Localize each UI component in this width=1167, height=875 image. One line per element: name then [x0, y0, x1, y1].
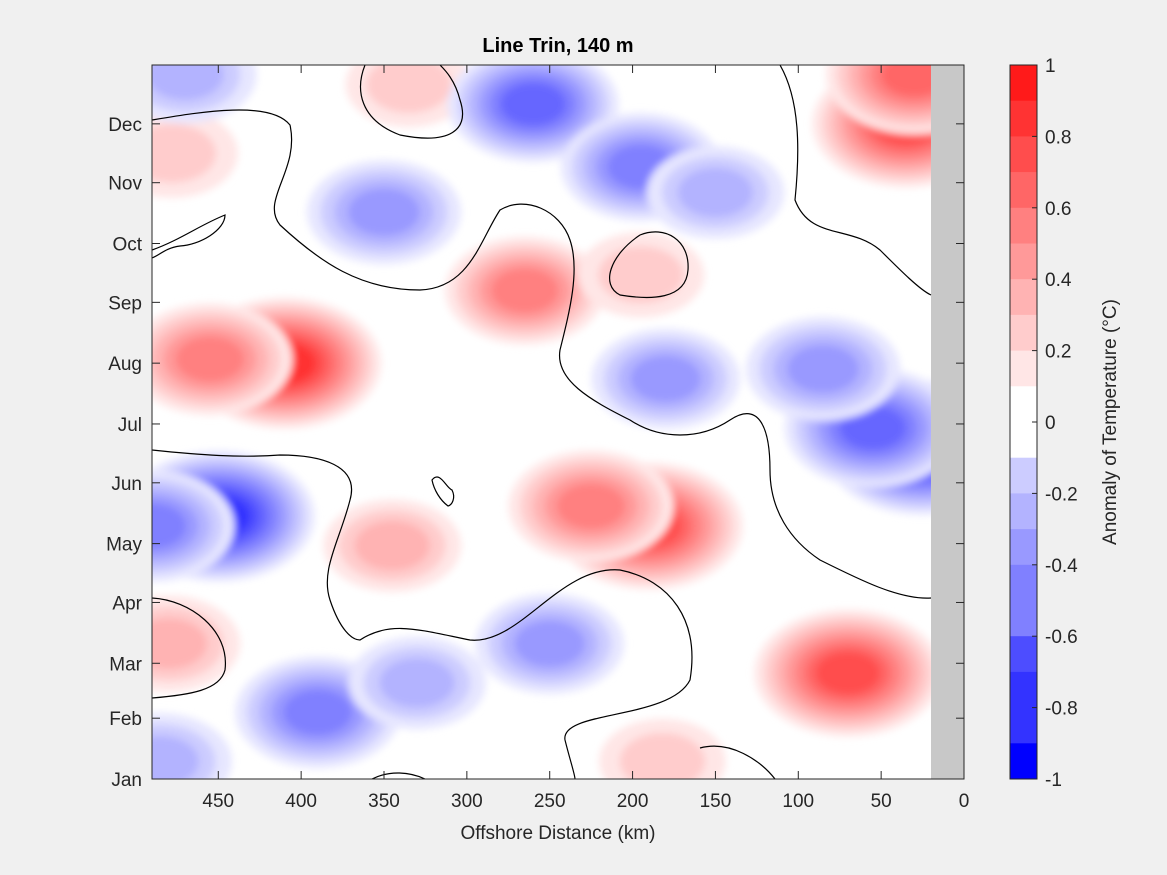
zero-contour-line	[699, 745, 776, 779]
y-tick-label: Mar	[109, 654, 142, 675]
y-tick-label: Jun	[111, 474, 142, 495]
colorbar-tick-label: 0.2	[1045, 342, 1071, 363]
anomaly-contour-level	[152, 618, 208, 670]
colorbar-segment	[1010, 65, 1037, 102]
colorbar-ticks: 1 0.8 0.6 0.4 0.2 0 -0.2 -0.4 -0.6 -0.8 -1	[1032, 56, 1078, 791]
colorbar	[1010, 65, 1037, 780]
anomaly-contour-level	[152, 65, 224, 101]
anomaly-contour-level	[677, 167, 754, 218]
colorbar-segment	[1010, 350, 1037, 387]
colorbar-segment	[1010, 243, 1037, 280]
anomaly-contour-level	[514, 620, 585, 667]
colorbar-segment	[1010, 422, 1037, 459]
anomaly-contour-level	[787, 345, 859, 393]
y-tick-label: May	[106, 535, 142, 556]
plot-frame	[151, 64, 965, 780]
y-tick-label: Jan	[111, 770, 142, 791]
x-tick-label: 350	[368, 791, 400, 812]
colorbar-segment	[1010, 172, 1037, 209]
chart-title: Line Trin, 140 m	[482, 35, 633, 57]
x-tick-label: 0	[959, 791, 970, 812]
x-tick-label: 400	[285, 791, 317, 812]
anomaly-contour-level	[152, 735, 199, 779]
x-tick-label: 450	[202, 791, 234, 812]
colorbar-tick-label: -0.2	[1045, 484, 1078, 505]
colorbar-tick-label: 1	[1045, 56, 1056, 77]
zero-contour-line	[152, 597, 226, 699]
y-tick-label: Apr	[112, 593, 142, 614]
colorbar-segment	[1010, 100, 1037, 137]
colorbar-segment	[1010, 493, 1037, 530]
zero-contour-line	[152, 214, 226, 259]
anomaly-contour-level	[815, 652, 881, 695]
colorbar-tick-label: -1	[1045, 770, 1062, 791]
x-tick-label: 150	[700, 791, 732, 812]
anomaly-contour-level	[619, 733, 705, 779]
no-data-band	[931, 65, 964, 779]
colorbar-segment	[1010, 564, 1037, 601]
colorbar-segment	[1010, 386, 1037, 423]
x-tick-label: 50	[871, 791, 892, 812]
colorbar-segment	[1010, 457, 1037, 494]
x-tick-label: 300	[451, 791, 483, 812]
y-tick-label: Sep	[108, 293, 142, 314]
colorbar-segment	[1010, 671, 1037, 709]
colorbar-tick-label: -0.4	[1045, 556, 1078, 577]
zero-contour-line	[371, 772, 426, 779]
anomaly-contour-level	[354, 520, 430, 571]
anomaly-contour-level	[348, 188, 420, 236]
zero-contour-line	[609, 231, 689, 299]
colorbar-tick-label: -0.8	[1045, 699, 1078, 720]
y-tick-label: Jul	[118, 415, 142, 436]
colorbar-segment	[1010, 207, 1037, 244]
zero-contour-line	[431, 476, 455, 507]
anomaly-contour-level	[491, 268, 559, 313]
zero-contour-line	[152, 109, 932, 599]
colorbar-segment	[1010, 136, 1037, 173]
colorbar-tick-label: 0.4	[1045, 270, 1072, 291]
x-axis-label: Offshore Distance (km)	[461, 823, 656, 844]
anomaly-contour-level	[598, 246, 684, 304]
anomaly-contour-level	[839, 406, 906, 450]
colorbar-segment	[1010, 743, 1037, 780]
colorbar-tick-label: 0.6	[1045, 199, 1071, 220]
zero-contour-line	[359, 65, 464, 139]
anomaly-contour-level	[500, 82, 566, 126]
zero-contours	[152, 65, 932, 779]
colorbar-tick-label: 0.8	[1045, 127, 1071, 148]
y-tick-label: Aug	[108, 354, 142, 375]
colorbar-segment	[1010, 279, 1037, 316]
colorbar-segment	[1010, 529, 1037, 566]
anomaly-contour-level	[630, 355, 701, 402]
anomaly-contour-level	[881, 65, 948, 97]
colorbar-segment	[1010, 636, 1037, 673]
zero-contour-line	[152, 449, 693, 779]
anomaly-contour-level	[283, 689, 352, 735]
y-tick-label: Oct	[112, 235, 142, 256]
anomaly-contour-level	[152, 503, 187, 549]
colorbar-label: Anomaly of Temperature (°C)	[1100, 299, 1121, 545]
colorbar-segment	[1010, 600, 1037, 637]
axes: 450 400 350 300 250 200 150 100 50 0 Jan Feb Mar Apr M…	[106, 65, 969, 812]
anomaly-contour-level	[557, 483, 626, 529]
anomaly-contour-level	[175, 336, 245, 382]
anomaly-contour-level	[379, 658, 455, 708]
zero-contour-line	[779, 65, 932, 296]
anomaly-contour-level	[366, 65, 452, 113]
y-tick-label: Dec	[108, 115, 142, 136]
colorbar-segment	[1010, 314, 1037, 352]
colorbar-tick-label: -0.6	[1045, 627, 1078, 648]
x-tick-label: 250	[534, 791, 566, 812]
colorbar-segment	[1010, 707, 1037, 744]
colorbar-tick-label: 0	[1045, 413, 1056, 434]
y-tick-label: Nov	[108, 174, 142, 195]
anomaly-contour-level	[152, 124, 216, 183]
y-tick-label: Feb	[109, 709, 142, 730]
x-tick-label: 200	[617, 791, 649, 812]
x-tick-label: 100	[782, 791, 814, 812]
